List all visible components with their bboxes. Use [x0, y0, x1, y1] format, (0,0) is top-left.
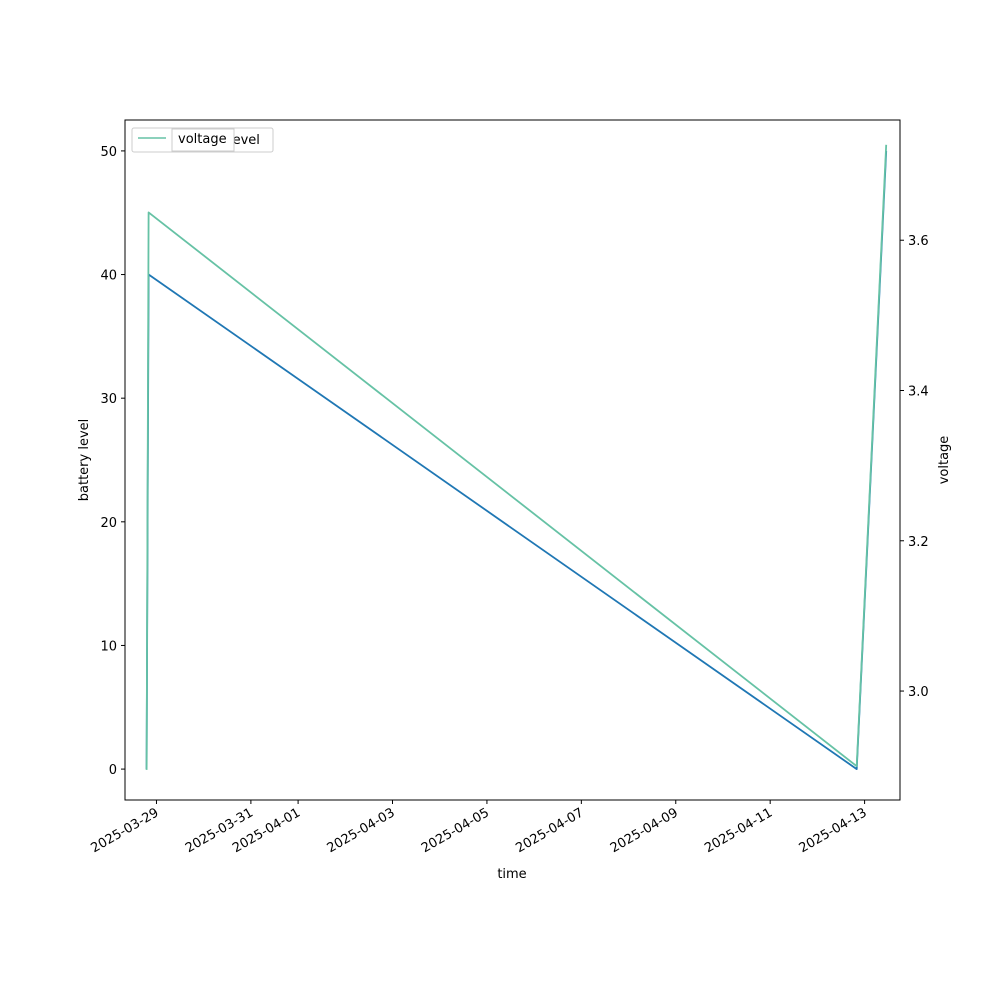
- y2-tick-label: 3.6: [908, 234, 929, 249]
- plot-frame: [124, 119, 901, 801]
- y-axis-title: battery level: [77, 419, 92, 502]
- legend-label-voltage-bg: [171, 128, 235, 152]
- y2-tick-label: 3.4: [908, 384, 929, 399]
- y-tick-label: 40: [100, 269, 117, 284]
- y2-tick-label: 3.0: [908, 685, 929, 700]
- legend-label-voltage: voltage: [178, 132, 227, 147]
- y-tick-label: 0: [109, 763, 117, 778]
- legend-label-level: level: [229, 133, 260, 148]
- y-tick-label: 30: [100, 392, 117, 407]
- x-axis-title: time: [497, 867, 526, 882]
- y-tick-label: 20: [100, 516, 117, 531]
- y2-axis-title: voltage: [937, 436, 952, 485]
- series-line-voltage: [145, 144, 888, 770]
- series-layer: [145, 144, 888, 770]
- legend: level voltage: [131, 127, 274, 153]
- y-tick-label: 10: [100, 639, 117, 654]
- y-tick-label: 50: [100, 145, 117, 160]
- y2-tick-label: 3.2: [908, 535, 929, 550]
